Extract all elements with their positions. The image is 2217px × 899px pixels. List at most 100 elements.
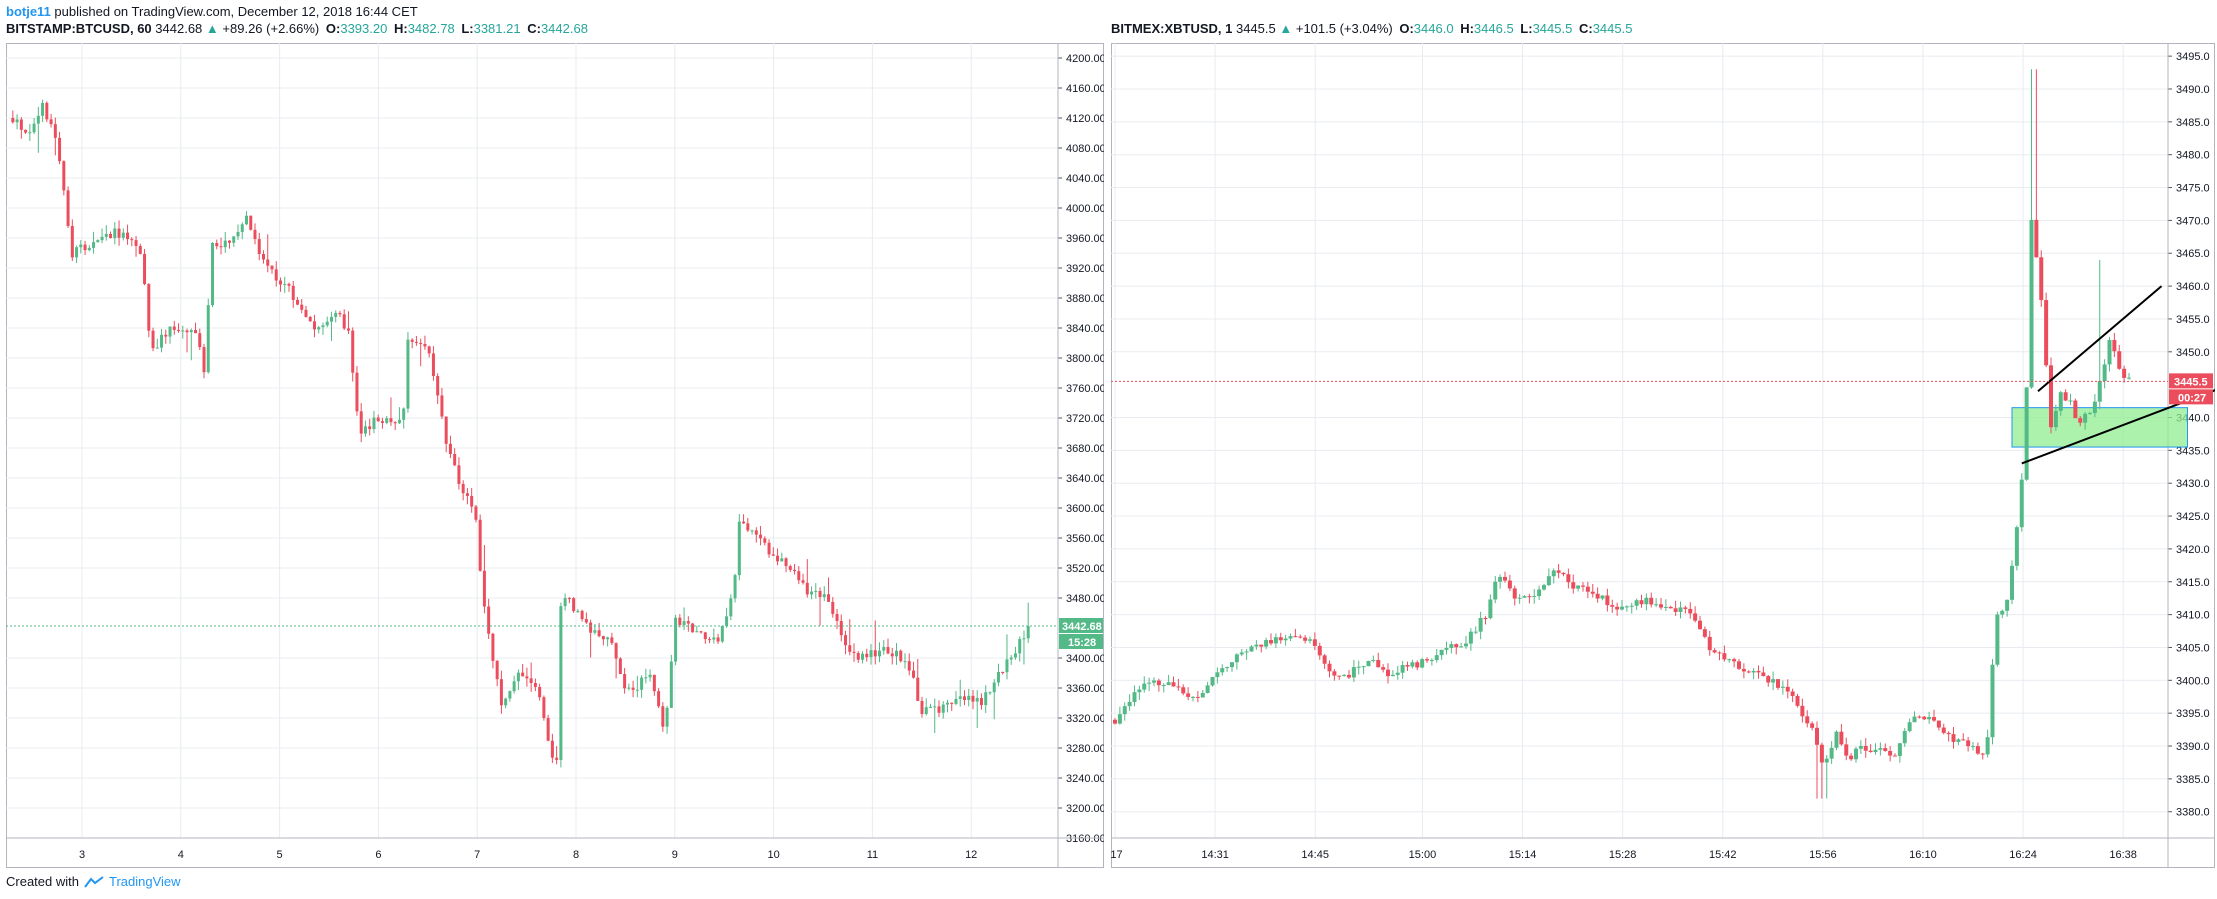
candle-body (53, 124, 57, 138)
x-tick-label: 14:31 (1201, 849, 1229, 861)
candle-body (1844, 744, 1849, 756)
candle-body (576, 610, 580, 612)
candle-body (1259, 644, 1264, 647)
left-close-label: C: (527, 21, 541, 36)
candle-body (529, 678, 533, 684)
countdown-tag-text: 00:27 (2178, 392, 2206, 404)
candle-body (1912, 716, 1917, 723)
candle-body (1022, 638, 1026, 640)
candle-body (2117, 351, 2122, 369)
y-tick-label: 3960.00 (1066, 233, 1104, 245)
left-close: 3442.68 (540, 21, 588, 36)
candle-body (844, 635, 848, 646)
left-chart[interactable]: 4200.00 4160.00 4120.00 4080.00 4040.00 4000.… (6, 43, 1104, 868)
author-link[interactable]: botje11 (6, 4, 51, 19)
candle-body (45, 102, 49, 120)
candle-body (967, 695, 971, 700)
y-tick-label: 3280.00 (1066, 743, 1104, 755)
candle-body (1410, 662, 1415, 667)
candle-body (160, 334, 164, 348)
candle-body (712, 637, 716, 640)
candle-body (1308, 639, 1312, 641)
candle-body (1990, 664, 1995, 738)
candle-body (508, 691, 512, 699)
candle-body (1395, 672, 1400, 675)
candle-body (1026, 626, 1030, 639)
candle-body (346, 328, 350, 331)
candle-body (1615, 606, 1620, 610)
candle-body (1512, 588, 1517, 599)
candle-body (499, 679, 503, 706)
y-tick-label: 3200.00 (1066, 803, 1104, 815)
right-change: +101.5 (+3.04%) (1295, 21, 1393, 36)
candle-body (1342, 674, 1347, 676)
candle-body (236, 231, 240, 237)
candle-body (933, 706, 937, 708)
candle-body (610, 637, 614, 644)
last-price-tag (1059, 617, 1103, 633)
candle-body (1132, 692, 1137, 702)
candle-body (1254, 644, 1259, 647)
candle-body (805, 582, 809, 595)
candle-body (555, 757, 559, 760)
candle-body (1230, 662, 1234, 668)
candle-body (1488, 599, 1493, 619)
y-tick-label: 3320.00 (1066, 713, 1104, 725)
candle-body (1234, 654, 1239, 663)
candle-body (393, 422, 397, 424)
candle-body (1902, 730, 1907, 744)
left-legend: BITSTAMP:BTCUSD, 60 3442.68 ▲ +89.26 (+2… (6, 21, 588, 37)
candle-body (2005, 599, 2010, 611)
candle-body (767, 542, 771, 555)
candle-body (2068, 400, 2073, 402)
y-tick-label: 3920.00 (1066, 263, 1104, 275)
right-symbol[interactable]: BITMEX:XBTUSD, 1 (1111, 21, 1233, 36)
candle-body (814, 590, 818, 592)
candle-body (1122, 706, 1127, 715)
candle-body (1386, 669, 1390, 677)
candle-body (1249, 646, 1254, 652)
candle-body (669, 661, 673, 708)
candle-body (512, 681, 516, 692)
candle-body (572, 598, 576, 612)
y-tick-label: 3450.0 (2176, 347, 2210, 359)
candle-body (1893, 755, 1897, 757)
y-tick-label: 3420.0 (2176, 544, 2210, 556)
candle-body (1785, 686, 1790, 692)
y-tick-label: 3680.00 (1066, 443, 1104, 455)
candle-body (266, 259, 270, 266)
candle-body (584, 619, 588, 623)
candle-body (873, 650, 877, 657)
candle-body (1863, 746, 1868, 751)
left-symbol[interactable]: BITSTAMP:BTCUSD, 60 (6, 21, 152, 36)
y-tick-label: 3360.00 (1066, 683, 1104, 695)
tradingview-brand[interactable]: TradingView (108, 874, 181, 889)
candle-body (1400, 665, 1405, 673)
candle-body (1780, 686, 1785, 688)
candle-body (979, 698, 983, 706)
y-tick-label: 3560.00 (1066, 533, 1104, 545)
candle-body (1668, 606, 1673, 609)
candle-body (249, 215, 253, 230)
candle-body (1152, 680, 1156, 683)
candle-body (1605, 595, 1610, 606)
candle-body (1556, 570, 1561, 573)
candle-body (1756, 670, 1761, 673)
candle-body (699, 631, 703, 633)
candle-body (920, 700, 924, 714)
candle-body (461, 483, 465, 494)
candle-body (482, 570, 486, 607)
x-tick-label: 15:14 (1509, 849, 1537, 861)
right-chart[interactable]: 3495.0 3490.0 3485.0 3480.0 3475.0 3470.0 3465… (1111, 43, 2215, 868)
candle-body (1161, 685, 1166, 687)
candle-body (1634, 600, 1639, 606)
candle-body (907, 661, 911, 671)
left-high-label: H: (393, 21, 408, 36)
candle-body (567, 598, 571, 600)
candle-body (1303, 637, 1308, 641)
candle-body (1176, 686, 1181, 688)
candle-body (334, 312, 338, 317)
y-tick-label: 4160.00 (1066, 83, 1104, 95)
candle-body (958, 696, 962, 699)
candle-body (117, 228, 121, 238)
